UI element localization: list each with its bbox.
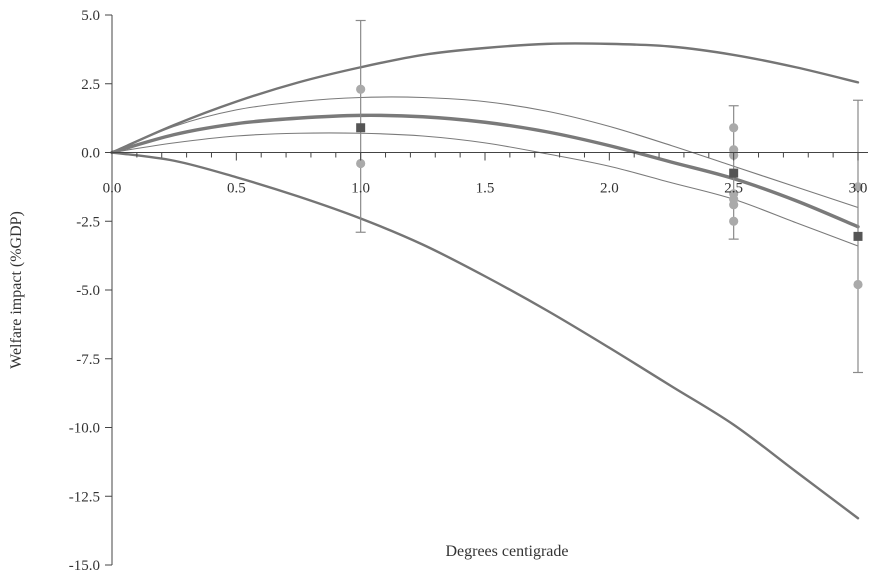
observation-point-10 bbox=[853, 280, 862, 289]
observation-point-2 bbox=[729, 123, 738, 132]
x-tick-label-1: 0.5 bbox=[227, 181, 246, 197]
y-tick-label-8: -15.0 bbox=[69, 558, 100, 574]
y-tick-label-7: -12.5 bbox=[69, 489, 100, 505]
mean-marker-2 bbox=[854, 232, 863, 241]
curve-central-2 bbox=[112, 115, 858, 226]
x-tick-label-5: 2.5 bbox=[724, 181, 743, 197]
x-tick-label-6: 3.0 bbox=[849, 181, 868, 197]
x-tick-label-0: 0.0 bbox=[103, 181, 122, 197]
curve-outer-0 bbox=[112, 43, 858, 152]
y-tick-label-3: -2.5 bbox=[76, 214, 100, 230]
x-tick-label-4: 2.0 bbox=[600, 181, 619, 197]
y-tick-label-0: 5.0 bbox=[81, 8, 100, 24]
y-tick-label-2: 0.0 bbox=[81, 146, 100, 162]
mean-marker-1 bbox=[729, 169, 738, 178]
observation-point-8 bbox=[729, 217, 738, 226]
x-tick-label-2: 1.0 bbox=[351, 181, 370, 197]
mean-marker-0 bbox=[356, 123, 365, 132]
y-tick-label-4: -5.0 bbox=[76, 283, 100, 299]
y-tick-label-6: -10.0 bbox=[69, 421, 100, 437]
x-axis-title: Degrees centigrade bbox=[445, 543, 568, 560]
observation-point-0 bbox=[356, 85, 365, 94]
y-tick-label-5: -7.5 bbox=[76, 352, 100, 368]
curve-outer-4 bbox=[112, 153, 858, 519]
x-tick-label-3: 1.5 bbox=[476, 181, 495, 197]
y-axis-title: Welfare impact (%GDP) bbox=[8, 211, 25, 369]
tick-labels-layer: 5.0 2.5 0.0 -2.5 -5.0 -7.5 -10.0 -12.5 -15.0 0.0 0… bbox=[69, 8, 868, 574]
y-tick-label-1: 2.5 bbox=[81, 77, 100, 93]
axes-layer bbox=[105, 15, 868, 565]
observation-point-7 bbox=[729, 200, 738, 209]
curves-layer bbox=[112, 43, 858, 518]
